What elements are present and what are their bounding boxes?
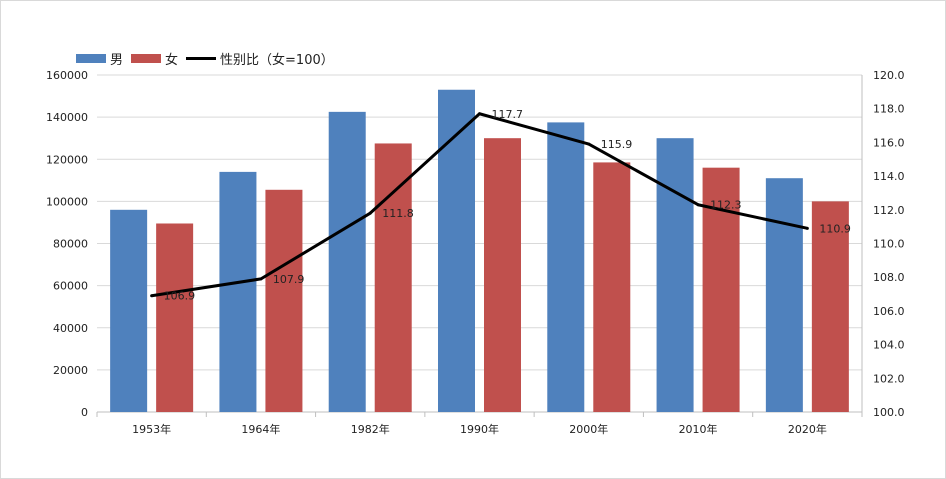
- x-tick-label: 1964年: [241, 422, 280, 436]
- sex-ratio-point: [259, 277, 263, 281]
- bar-female: [156, 223, 194, 412]
- y-left-tick-label: 0: [81, 406, 88, 419]
- bar-female: [811, 201, 849, 412]
- y-left-tick-label: 40000: [53, 322, 88, 335]
- legend-swatch-female: [131, 54, 162, 63]
- y-right-tick-label: 118.0: [873, 103, 905, 116]
- sex-ratio-point: [587, 142, 591, 146]
- bar-male: [438, 89, 475, 413]
- legend-item-male: 男: [76, 49, 123, 68]
- y-left-tick-label: 160000: [46, 69, 88, 82]
- y-right-tick-label: 102.0: [873, 372, 905, 385]
- bar-male: [328, 111, 366, 412]
- sex-ratio-point: [805, 226, 809, 230]
- data-label: 117.7: [492, 108, 524, 121]
- bar-male: [547, 122, 585, 412]
- data-label: 115.9: [601, 138, 633, 151]
- bar-male: [656, 138, 694, 412]
- bar-female: [484, 138, 521, 412]
- y-right-tick-label: 120.0: [873, 69, 905, 82]
- bar-male: [219, 171, 257, 412]
- y-right-tick-label: 114.0: [873, 170, 905, 183]
- y-right-tick-label: 104.0: [873, 339, 905, 352]
- legend-swatch-male: [76, 54, 106, 63]
- y-left-tick-label: 140000: [46, 111, 88, 124]
- sex-ratio-point: [478, 112, 481, 116]
- bar-male: [765, 178, 803, 412]
- x-tick-label: 1953年: [132, 422, 171, 436]
- sex-ratio-point: [150, 294, 154, 298]
- y-left-tick-label: 20000: [53, 364, 88, 377]
- y-right-tick-label: 112.0: [873, 204, 905, 217]
- y-left-tick-label: 80000: [53, 238, 88, 251]
- sex-ratio-point: [696, 203, 700, 207]
- data-label: 107.9: [273, 273, 305, 286]
- y-right-tick-label: 108.0: [873, 271, 905, 284]
- bar-female: [265, 189, 303, 412]
- data-label: 112.3: [710, 199, 742, 212]
- legend-item-female: 女: [131, 49, 178, 68]
- x-tick-label: 2020年: [788, 422, 827, 436]
- legend-label-sex-ratio: 性别比（女=100）: [220, 53, 334, 68]
- y-left-tick-label: 120000: [46, 153, 88, 166]
- legend-swatch-sex-ratio: [186, 57, 217, 60]
- x-tick-label: 1990年: [460, 422, 499, 436]
- x-tick-label: 1982年: [351, 422, 390, 436]
- y-right-tick-label: 106.0: [873, 305, 905, 318]
- legend: 男 女 性别比（女=100）: [76, 49, 342, 68]
- data-label: 106.9: [164, 290, 196, 303]
- legend-label-female: 女: [165, 53, 179, 68]
- bar-female: [374, 143, 412, 412]
- y-right-tick-label: 100.0: [873, 406, 905, 419]
- x-tick-label: 2010年: [679, 422, 718, 436]
- y-left-tick-label: 60000: [53, 280, 88, 293]
- y-right-tick-label: 110.0: [873, 238, 905, 251]
- data-label: 110.9: [819, 222, 851, 235]
- bar-male: [110, 209, 148, 412]
- legend-label-male: 男: [110, 53, 124, 68]
- data-label: 111.8: [382, 207, 414, 220]
- y-right-tick-label: 116.0: [873, 136, 905, 149]
- bar-female: [593, 162, 631, 412]
- y-left-tick-label: 100000: [46, 195, 88, 208]
- x-tick-label: 2000年: [569, 422, 608, 436]
- sex-ratio-point: [368, 211, 372, 215]
- legend-item-sex-ratio: 性别比（女=100）: [186, 49, 334, 68]
